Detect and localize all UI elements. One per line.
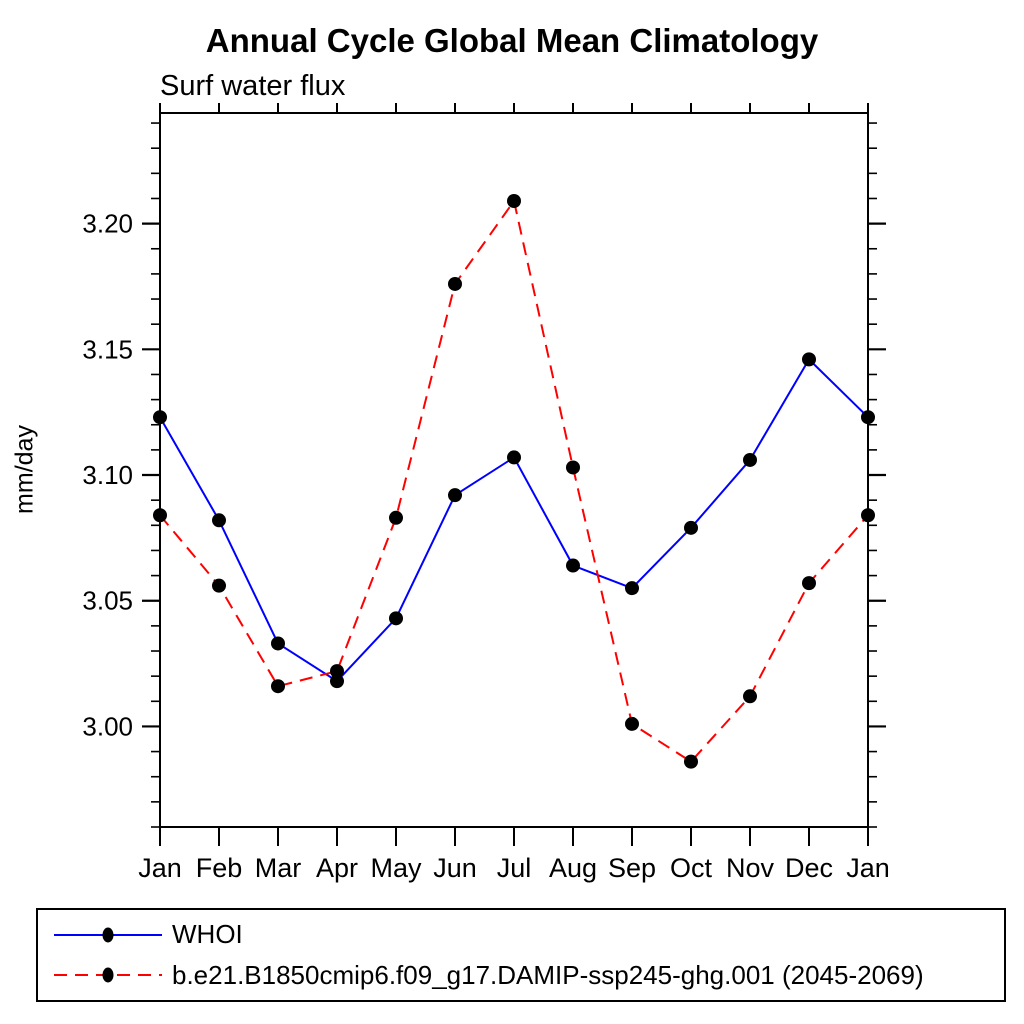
data-point-marker — [330, 664, 344, 679]
data-point-marker — [271, 679, 285, 694]
y-tick-label: 3.10 — [82, 460, 133, 490]
legend-label-whoi: WHOI — [172, 919, 243, 950]
y-tick-label: 3.20 — [82, 209, 133, 239]
x-tick-label: Feb — [196, 853, 243, 883]
data-point-marker — [212, 578, 226, 593]
data-point-marker — [743, 452, 757, 467]
x-tick-label: Nov — [726, 853, 775, 883]
data-point-marker — [566, 460, 580, 475]
data-point-marker — [271, 636, 285, 651]
x-tick-label: Oct — [670, 853, 713, 883]
legend-label-model: b.e21.B1850cmip6.f09_g17.DAMIP-ssp245-gh… — [172, 959, 924, 990]
data-point-marker — [507, 193, 521, 208]
data-point-marker — [802, 576, 816, 591]
chart-title: Annual Cycle Global Mean Climatology — [205, 22, 819, 59]
data-point-marker — [212, 513, 226, 528]
data-point-marker — [684, 754, 698, 769]
y-tick-label: 3.00 — [82, 711, 133, 741]
data-point-marker — [861, 410, 875, 425]
x-tick-label: Dec — [785, 853, 833, 883]
data-point-marker — [625, 716, 639, 731]
data-point-marker — [448, 488, 462, 503]
legend-item-model: b.e21.B1850cmip6.f09_g17.DAMIP-ssp245-gh… — [48, 960, 1004, 991]
x-tick-label: Jan — [846, 853, 890, 883]
data-point-marker — [566, 558, 580, 573]
x-tick-label: Jan — [138, 853, 182, 883]
model-line — [159, 198, 869, 763]
x-tick-label: Jun — [433, 853, 477, 883]
y-tick-label: 3.15 — [82, 334, 133, 364]
data-point-marker — [802, 352, 816, 367]
data-point-marker — [684, 520, 698, 535]
chart-subtitle: Surf water flux — [160, 70, 346, 102]
data-point-marker — [448, 276, 462, 291]
x-tick-label: Sep — [608, 853, 656, 883]
x-tick-label: May — [370, 853, 422, 883]
data-point-marker — [330, 674, 344, 689]
plot-box — [159, 112, 869, 828]
data-point-marker — [507, 450, 521, 465]
x-tick-label: Jul — [497, 853, 532, 883]
data-point-marker — [625, 581, 639, 596]
data-point-marker — [389, 510, 403, 525]
legend: WHOI b.e21.B1850cmip6.f09_g17.DAMIP-ssp2… — [36, 908, 1006, 1002]
data-point-marker — [861, 508, 875, 523]
whoi-line — [159, 357, 869, 683]
y-tick-label: 3.05 — [82, 586, 133, 616]
data-point-marker — [389, 611, 403, 626]
data-point-marker — [153, 508, 167, 523]
legend-item-whoi: WHOI — [48, 919, 1004, 950]
x-tick-label: Aug — [549, 853, 597, 883]
x-tick-label: Apr — [316, 853, 358, 883]
x-tick-label: Mar — [255, 853, 302, 883]
legend-sample-dashed-line-icon — [54, 967, 162, 983]
legend-sample-solid-line-icon — [54, 927, 162, 943]
data-point-marker — [153, 410, 167, 425]
data-point-marker — [743, 689, 757, 704]
